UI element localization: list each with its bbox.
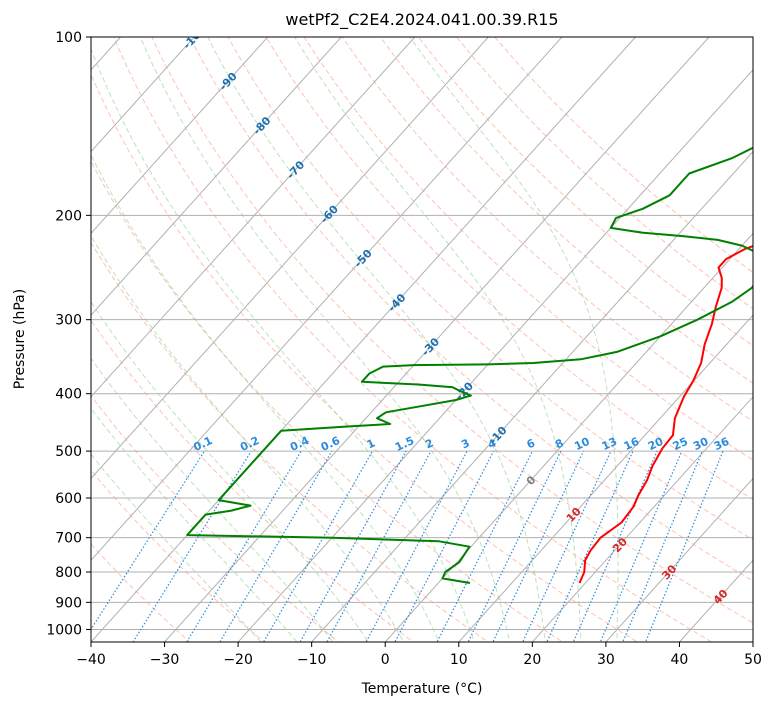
x-tick-label: −40 xyxy=(76,652,106,668)
isotherm-line xyxy=(310,150,753,642)
y-tick-label: 800 xyxy=(55,565,82,581)
chart-title: wetPf2_C2E4.2024.041.00.39.R15 xyxy=(285,10,558,30)
isotherm-line xyxy=(91,37,563,562)
dry-adiabat-line xyxy=(91,241,489,642)
y-tick-label: 900 xyxy=(55,595,82,611)
y-tick-label: 400 xyxy=(55,387,82,403)
mixing-ratio-line xyxy=(436,450,533,642)
isotherm-line xyxy=(91,37,490,480)
x-tick-label: 10 xyxy=(450,652,468,668)
isotherm-line xyxy=(163,37,710,642)
isotherm-line xyxy=(458,314,753,642)
mixing-ratio-line xyxy=(492,450,585,642)
isotherm-line xyxy=(384,232,753,642)
y-tick-label: 1000 xyxy=(46,622,82,638)
y-tick-label: 500 xyxy=(55,444,82,460)
mixing-ratio-line xyxy=(467,450,562,642)
x-tick-label: −20 xyxy=(223,652,253,668)
moist-adiabat-line xyxy=(91,47,475,642)
mixing-ratio-label: 16 xyxy=(622,435,642,453)
mixing-ratio-label: 30 xyxy=(691,435,711,453)
isotherm-line xyxy=(91,37,637,642)
mixing-ratio-line xyxy=(644,450,724,642)
y-tick-label: 600 xyxy=(55,491,82,507)
x-tick-label: 40 xyxy=(671,652,689,668)
dewpoint-profile-line xyxy=(186,146,753,584)
mixing-ratio-line xyxy=(91,450,205,631)
mixing-ratio-line xyxy=(219,450,333,642)
x-tick-label: 30 xyxy=(597,652,615,668)
moist-adiabat-line xyxy=(139,37,511,642)
dry-adiabat-line xyxy=(379,37,753,384)
dry-adiabat-line xyxy=(113,37,713,642)
y-tick-label: 100 xyxy=(55,30,82,46)
plot-area: 0.1 0.2 0.4 0.6 1 1.5 2 3 4 6 8 10 13 16 20 25 30 36-100-… xyxy=(91,37,753,642)
moist-adiabat-line xyxy=(91,154,440,642)
y-axis-label: Pressure (hPa) xyxy=(12,289,28,389)
mixing-ratio-lines: 0.1 0.2 0.4 0.6 1 1.5 2 3 4 6 8 10 13 16 20 25 30 36 xyxy=(91,434,732,642)
isotherm-line xyxy=(91,37,416,398)
mixing-ratio-label: 36 xyxy=(712,435,732,453)
mixing-ratio-line xyxy=(132,450,252,642)
x-tick-label: −10 xyxy=(297,652,327,668)
isotherm-line xyxy=(91,37,269,235)
dry-adiabat-line xyxy=(189,37,753,582)
dry-adiabat-line xyxy=(417,37,753,347)
isotherm-line xyxy=(605,477,753,642)
dry-adiabat-line xyxy=(455,37,753,310)
axes: −40 −30 −20 −10 0 10 20 30 40 50 100 200 300 400 500 60… xyxy=(46,30,762,668)
mixing-ratio-label: 10 xyxy=(572,435,592,453)
isotherm-line xyxy=(91,37,195,153)
x-axis-label: Temperature (°C) xyxy=(361,681,483,697)
x-tick-label: 20 xyxy=(523,652,541,668)
dry-adiabat-line xyxy=(91,469,266,642)
isotherm-line xyxy=(531,396,753,642)
isotherm-line xyxy=(237,69,753,642)
plot-frame xyxy=(90,36,754,643)
dry-adiabat-line xyxy=(265,37,753,501)
isotherm-line xyxy=(91,37,342,316)
mixing-ratio-line xyxy=(394,450,495,642)
moist-adiabat-line xyxy=(207,37,546,642)
mixing-ratio-line xyxy=(622,450,703,642)
dry-adiabat-line xyxy=(151,37,753,624)
mixing-ratio-label: 20 xyxy=(646,435,666,453)
dry-adiabat-line xyxy=(91,73,639,642)
mixing-ratio-line xyxy=(299,450,407,642)
mixing-ratio-line xyxy=(262,450,373,642)
mixing-ratio-label: 13 xyxy=(600,435,619,453)
dry-adiabat-line xyxy=(303,37,753,461)
y-tick-label: 300 xyxy=(55,313,82,329)
x-tick-label: 50 xyxy=(744,652,762,668)
x-tick-label: 0 xyxy=(381,652,390,668)
mixing-ratio-line xyxy=(326,450,432,642)
mixing-ratio-line xyxy=(186,450,302,642)
y-tick-label: 200 xyxy=(55,208,82,224)
y-tick-label: 700 xyxy=(55,531,82,547)
dry-adiabat-line xyxy=(91,160,564,642)
x-tick-label: −30 xyxy=(150,652,180,668)
mixing-ratio-line xyxy=(522,450,612,642)
dry-adiabat-line xyxy=(91,395,340,642)
temperature-profile-line xyxy=(578,244,753,584)
mixing-ratio-label: 25 xyxy=(671,435,690,453)
